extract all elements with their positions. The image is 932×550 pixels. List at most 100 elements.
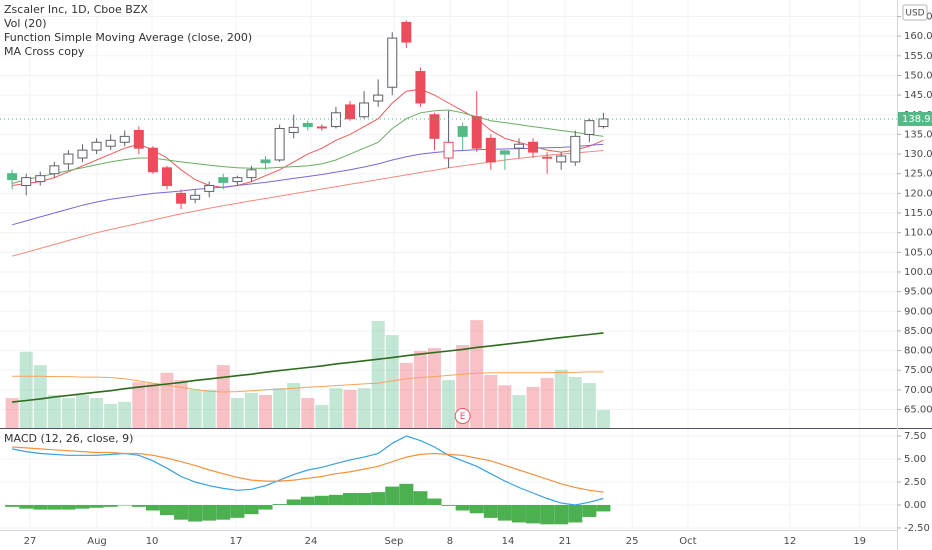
macd-histogram-bar: [568, 504, 583, 523]
candle-body: [457, 126, 468, 137]
volume-bar: [90, 398, 104, 428]
macd-histogram-bar: [314, 495, 329, 505]
candle-body: [345, 104, 356, 120]
earnings-label: E: [460, 412, 466, 422]
macd-histogram-bar: [413, 491, 428, 505]
axes: 27 Aug 10 17 24 Sep 8 14 21 25 Oct 12 19 65.00 70.00 75…: [24, 12, 932, 547]
legend-item: Function Simple Moving Average (close, 2…: [4, 31, 252, 44]
macd-histogram-bar: [483, 504, 498, 518]
candle-body: [91, 141, 102, 151]
ma-line: [11, 109, 604, 184]
y-tick-label: 125.00: [904, 169, 932, 180]
volume-bar: [582, 383, 596, 428]
macd-histogram-bar: [455, 504, 470, 511]
candle-body: [190, 194, 201, 200]
y-tick-label: 110.00: [904, 228, 932, 239]
candle-body: [316, 126, 327, 129]
macd-histogram-bar: [174, 504, 189, 520]
y-tick-label: 2.50: [904, 477, 926, 488]
x-tick-label: 19: [853, 536, 866, 547]
candle-body: [260, 159, 271, 164]
y-tick-label: 105.00: [904, 247, 932, 258]
y-tick-label: 75.00: [904, 365, 932, 376]
volume-bar: [19, 351, 33, 428]
y-tick-label: 95.00: [904, 287, 932, 298]
volume-bar: [399, 362, 413, 428]
candle-body: [598, 118, 609, 128]
macd-histogram-bar: [258, 504, 273, 510]
volume-bar: [160, 372, 174, 428]
candle-body: [274, 128, 285, 161]
macd-histogram-bar: [357, 493, 372, 505]
x-tick-label: Oct: [679, 536, 696, 547]
x-tick-label: 21: [559, 536, 572, 547]
volume-bar: [230, 398, 244, 428]
macd-histogram-bar: [61, 504, 76, 510]
y-tick-label: 135.00: [904, 129, 932, 140]
last-price-box: [898, 111, 932, 126]
macd-histogram-bar: [230, 504, 245, 518]
x-tick-label: 10: [146, 536, 159, 547]
macd-histogram-bar: [371, 492, 386, 505]
candle-body: [429, 114, 440, 139]
macd-histogram-bar: [427, 498, 442, 505]
legend-item: Vol (20): [4, 17, 47, 30]
candle-body: [584, 120, 595, 135]
candle-body: [415, 71, 426, 104]
macd-histogram-bar: [511, 504, 526, 523]
x-tick-label: Aug: [87, 536, 107, 547]
y-tick-label: 120.00: [904, 188, 932, 199]
macd-histogram-bar: [497, 504, 512, 521]
volume-bar: [132, 382, 146, 428]
volume-bar: [554, 369, 568, 428]
x-tick-label: 24: [305, 536, 318, 547]
legend-item: MA Cross copy: [4, 45, 85, 58]
candle-body: [77, 149, 88, 159]
x-tick-label: Sep: [385, 536, 404, 547]
volume-bar: [61, 398, 75, 428]
y-tick-label: 150.00: [904, 70, 932, 81]
volume-bar: [174, 380, 188, 428]
volume-bar: [470, 320, 484, 428]
macd-histogram-bar: [47, 504, 62, 510]
macd-histogram-bar: [399, 483, 414, 505]
macd-histogram-bar: [159, 504, 174, 516]
volume-bar: [442, 380, 456, 428]
volume-bar: [216, 365, 230, 428]
volume-bar: [315, 404, 329, 428]
candle-body: [570, 135, 581, 163]
macd-histogram-bar: [272, 504, 287, 505]
candle-body: [359, 102, 370, 118]
macd-histogram-bar: [540, 504, 555, 525]
y-tick-label: 80.00: [904, 346, 932, 357]
volume-bar: [244, 392, 258, 428]
candle-body: [443, 141, 454, 159]
volume-bar: [568, 377, 582, 428]
candle-body: [302, 122, 313, 128]
macd-histogram-bar: [216, 504, 231, 520]
macd-histogram-bar: [526, 504, 541, 524]
volume-bar: [343, 389, 357, 428]
y-tick-label: 90.00: [904, 306, 932, 317]
macd-histogram-bar: [103, 504, 118, 507]
candle-body: [49, 165, 60, 175]
candle-body: [7, 173, 18, 181]
y-tick-label: 130.00: [904, 149, 932, 160]
y-tick-label: 160.00: [904, 31, 932, 42]
volume-bar: [301, 398, 315, 428]
macd-histogram-bar: [5, 504, 20, 507]
plot-area: E: [0, 0, 897, 530]
chart-title: Zscaler Inc, 1D, Cboe BZX: [4, 3, 148, 16]
volume-bar: [104, 404, 118, 428]
sma-line: [12, 332, 604, 403]
macd-histogram-bar: [469, 504, 484, 514]
candle-body: [63, 153, 74, 165]
candle-body: [471, 116, 482, 149]
volume-bar: [498, 385, 512, 428]
currency-box: [902, 4, 928, 21]
volume-bar: [118, 401, 132, 428]
volume-bar: [188, 389, 202, 428]
macd-histogram-bar: [89, 504, 104, 508]
candle-body: [232, 177, 243, 183]
volume-bar: [33, 365, 47, 428]
